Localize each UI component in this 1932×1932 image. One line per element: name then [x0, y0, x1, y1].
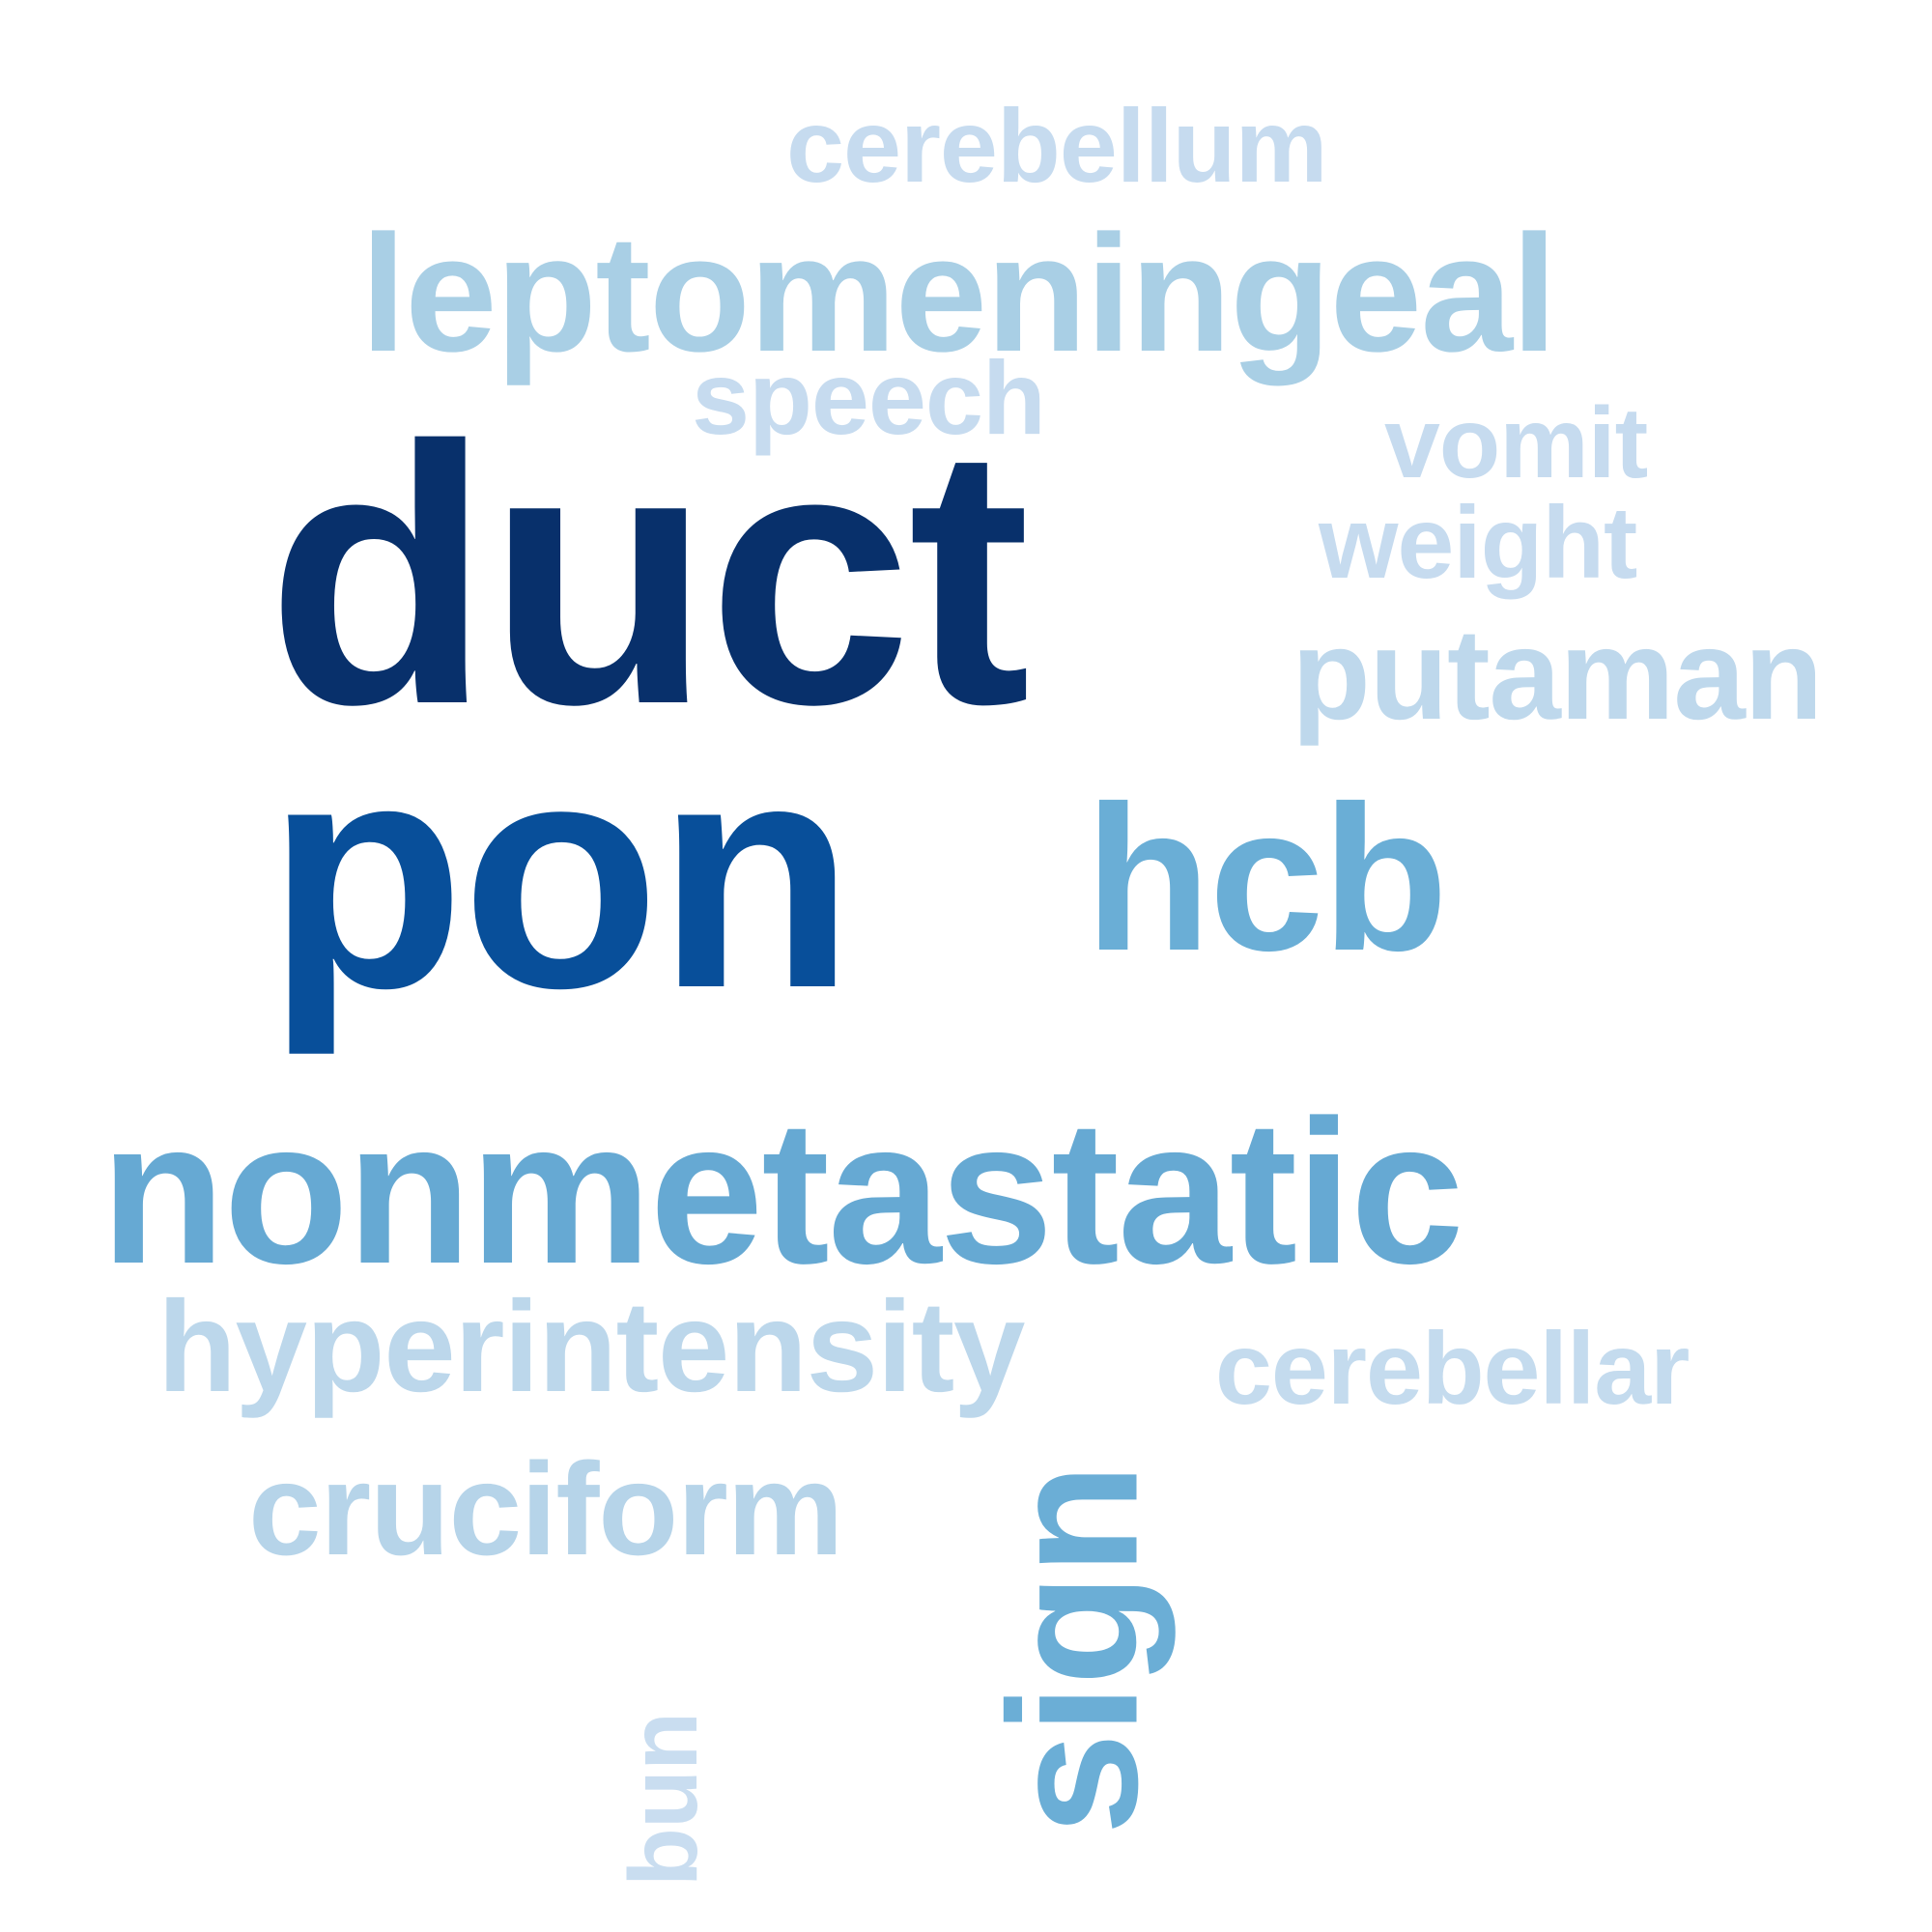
word-hcb: hcb	[1085, 763, 1448, 994]
word-putaman: putaman	[1292, 603, 1823, 747]
word-cerebellum: cerebellum	[786, 87, 1328, 204]
word-vomit: vomit	[1384, 387, 1648, 499]
word-speech: speech	[692, 339, 1046, 456]
word-sign: sign	[971, 1464, 1177, 1835]
word-hyperintensity: hyperintensity	[157, 1275, 1025, 1419]
word-nonmetastatic: nonmetastatic	[100, 1077, 1464, 1306]
word-cerebellar: cerebellar	[1215, 1312, 1690, 1426]
word-pon: pon	[267, 694, 855, 1056]
word-bun: bun	[610, 1712, 719, 1888]
word-duct: duct	[267, 370, 1031, 781]
word-cruciform: cruciform	[248, 1435, 843, 1582]
word-leptomeningeal: leptomeningeal	[360, 201, 1557, 386]
word-weight: weight	[1319, 486, 1637, 600]
